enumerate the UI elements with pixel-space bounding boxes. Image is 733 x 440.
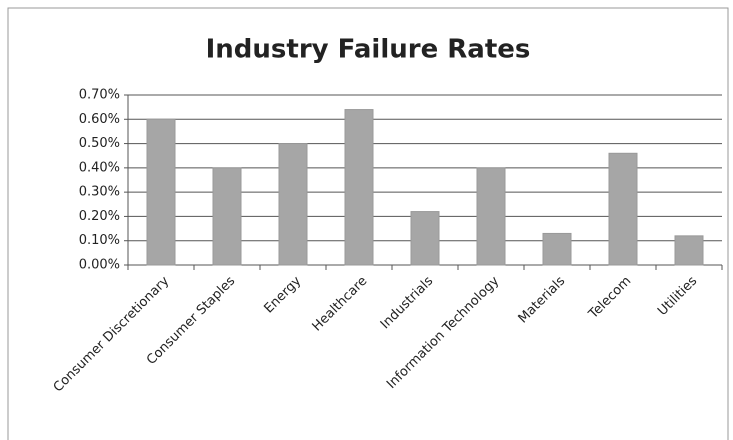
bar <box>608 152 638 266</box>
x-tick-label: Utilities <box>655 274 700 319</box>
bar <box>674 235 704 266</box>
bar <box>410 211 440 266</box>
bar <box>542 232 572 266</box>
y-tick-label: 0.40% <box>79 160 120 175</box>
bar <box>146 118 176 266</box>
bar <box>278 143 308 266</box>
y-tick-label: 0.10% <box>79 233 120 248</box>
x-tick-label: Energy <box>262 273 305 316</box>
x-tick-label: Industrials <box>378 274 437 333</box>
y-tick-label: 0.60% <box>79 112 120 127</box>
y-tick-label: 0.50% <box>79 136 120 151</box>
x-tick-label: Telecom <box>585 274 634 323</box>
bar <box>212 167 242 266</box>
x-tick-label: Materials <box>516 274 569 327</box>
chart-frame <box>7 7 729 440</box>
x-tick-label: Information Technology <box>384 273 502 391</box>
y-tick-label: 0.30% <box>79 185 120 200</box>
bar <box>476 167 506 266</box>
y-tick-label: 0.00% <box>79 258 120 273</box>
y-tick-label: 0.20% <box>79 209 120 224</box>
y-tick-label: 0.70% <box>79 88 120 103</box>
x-tick-label: Consumer Discretionary <box>51 273 173 395</box>
x-tick-label: Healthcare <box>310 274 371 335</box>
chart-title: Industry Failure Rates <box>206 35 531 65</box>
bar <box>344 109 374 266</box>
